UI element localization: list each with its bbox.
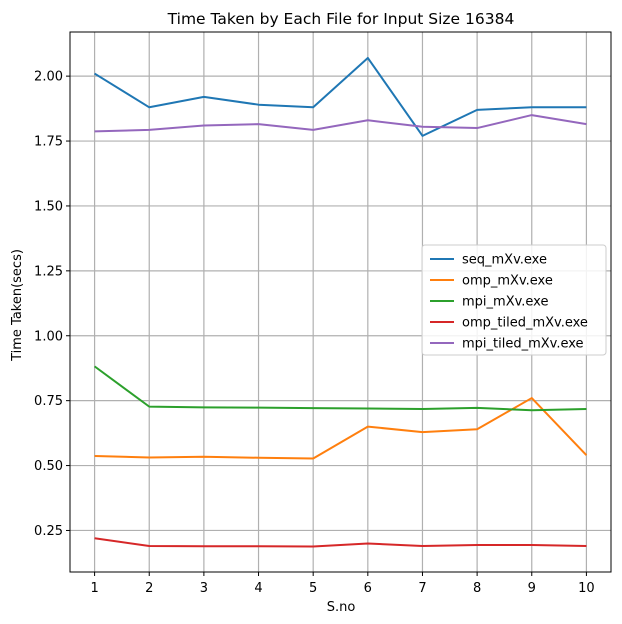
legend-label: mpi_mXv.exe <box>462 295 548 310</box>
series-line-4 <box>94 114 587 133</box>
x-tick-label: 8 <box>473 581 481 596</box>
series-line-3 <box>94 537 587 548</box>
x-axis-label: S.no <box>327 600 356 615</box>
legend-label: omp_tiled_mXv.exe <box>462 316 588 331</box>
x-tick-label: 2 <box>145 581 153 596</box>
x-tick-label: 1 <box>90 581 98 596</box>
x-tick-label: 10 <box>578 581 595 596</box>
y-tick-label: 0.25 <box>34 524 63 539</box>
y-tick-label: 0.75 <box>34 394 63 409</box>
y-axis-ticks: 0.25 0.50 0.75 1.00 1.25 1.50 1.75 2.00 <box>34 70 70 539</box>
series-line-2 <box>93 365 587 412</box>
x-tick-label: 3 <box>200 581 208 596</box>
y-tick-label: 1.50 <box>34 199 63 214</box>
y-tick-label: 2.00 <box>34 70 63 85</box>
legend-label: omp_mXv.exe <box>462 274 553 289</box>
y-tick-label: 1.75 <box>34 135 63 150</box>
legend-label: mpi_tiled_mXv.exe <box>462 337 584 352</box>
x-axis-ticks: 1 2 3 4 5 6 7 8 9 10 <box>90 572 595 596</box>
series-lines <box>93 56 588 548</box>
y-axis-label: Time Taken(secs) <box>10 249 25 362</box>
x-tick-label: 6 <box>364 581 372 596</box>
series-line-0 <box>94 56 587 137</box>
series-line-1 <box>94 397 588 460</box>
legend: seq_mXv.exe omp_mXv.exe mpi_mXv.exe omp_til… <box>421 244 607 356</box>
legend-box <box>421 244 607 356</box>
y-tick-label: 0.50 <box>34 459 63 474</box>
legend-label: seq_mXv.exe <box>462 253 547 268</box>
x-tick-label: 7 <box>418 581 426 596</box>
y-tick-label: 1.25 <box>34 264 63 279</box>
y-tick-label: 1.00 <box>34 329 63 344</box>
plot-area-frame <box>69 31 612 573</box>
x-tick-label: 9 <box>528 581 536 596</box>
chart-title: Time Taken by Each File for Input Size 1… <box>167 10 515 28</box>
x-tick-label: 5 <box>309 581 317 596</box>
x-tick-label: 4 <box>254 581 262 596</box>
